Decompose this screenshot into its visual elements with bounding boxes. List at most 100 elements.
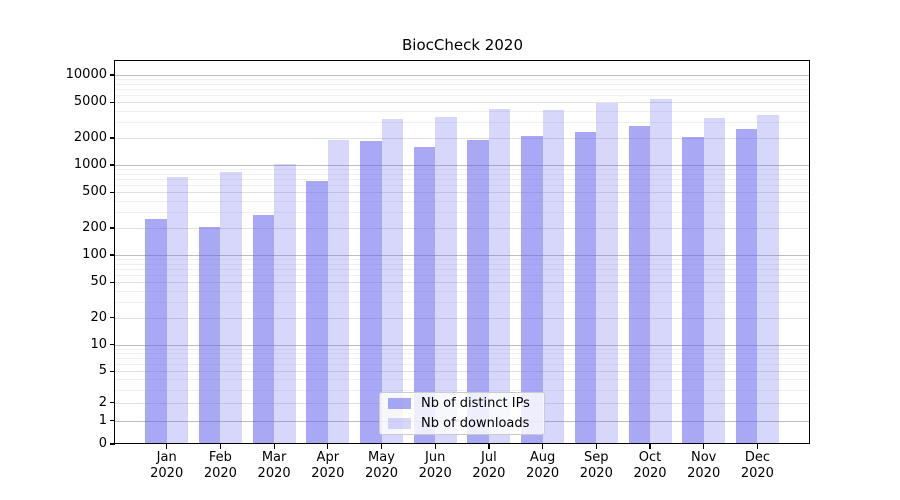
x-tick-label: Mar 2020 <box>257 450 291 481</box>
x-tick-label: Jan 2020 <box>150 450 184 481</box>
gridline <box>115 255 810 256</box>
x-tick-label: Jul 2020 <box>472 450 506 481</box>
bar-downloads <box>435 117 457 444</box>
bar-distinct-ips <box>467 140 489 444</box>
gridline <box>115 95 810 96</box>
bar-downloads <box>220 171 242 444</box>
x-tick-label: Nov 2020 <box>687 450 721 481</box>
gridline <box>115 137 810 139</box>
y-axis-tick <box>110 164 115 166</box>
x-axis-tick <box>703 444 705 449</box>
gridline <box>115 185 810 186</box>
plot-area <box>115 61 810 444</box>
x-axis-tick <box>756 444 759 449</box>
legend-row-distinct-ips: Nb of distinct IPs <box>380 395 544 412</box>
bar-distinct-ips <box>145 219 167 444</box>
legend-swatch-distinct-ips <box>388 398 411 409</box>
gridline <box>115 192 810 194</box>
gridline <box>115 169 810 171</box>
y-tick-label: 20 <box>90 309 107 325</box>
gridline <box>115 75 810 76</box>
gridline <box>115 83 810 85</box>
bar-distinct-ips <box>521 136 543 444</box>
x-axis-tick <box>380 444 383 449</box>
bar-downloads <box>381 118 403 444</box>
gridline <box>115 259 810 261</box>
x-tick-label: Dec 2020 <box>740 450 774 481</box>
y-axis-tick <box>110 370 115 372</box>
y-axis-tick <box>110 443 115 445</box>
gridline <box>115 317 810 319</box>
gridline <box>115 173 810 175</box>
y-axis-tick <box>110 74 115 76</box>
bar-downloads <box>757 114 779 444</box>
y-tick-label: 0 <box>98 436 107 451</box>
gridline <box>115 110 810 112</box>
legend-swatch-downloads <box>388 418 411 429</box>
y-axis-tick <box>110 137 115 139</box>
x-axis-tick <box>649 444 651 449</box>
x-axis-tick <box>273 444 275 449</box>
gridline <box>115 379 810 381</box>
x-axis-tick <box>327 444 329 449</box>
gridline <box>115 371 810 373</box>
gridline <box>115 102 810 104</box>
y-tick-label: 500 <box>82 184 107 200</box>
y-tick-label: 1 <box>98 412 107 428</box>
gridline <box>115 282 810 284</box>
y-axis-tick <box>110 402 115 404</box>
y-tick-label: 5000 <box>73 94 107 110</box>
gridline <box>115 178 810 180</box>
y-axis-tick <box>110 191 115 193</box>
y-tick-label: 10 <box>90 336 107 352</box>
bar-distinct-ips <box>628 126 650 444</box>
bar-downloads <box>274 164 296 444</box>
bar-distinct-ips <box>735 129 758 444</box>
x-axis-tick <box>595 444 597 449</box>
bar-distinct-ips <box>198 226 221 444</box>
bar-downloads <box>488 109 511 444</box>
x-tick-label: Feb 2020 <box>203 450 237 481</box>
x-tick-label: Apr 2020 <box>311 450 345 481</box>
y-axis-tick <box>110 101 115 103</box>
y-axis-tick <box>110 254 115 256</box>
gridline <box>115 290 810 292</box>
bar-downloads <box>650 99 672 444</box>
gridline <box>115 364 810 366</box>
bar-distinct-ips <box>574 131 597 444</box>
gridline <box>115 344 810 346</box>
bar-downloads <box>327 140 350 444</box>
bar-downloads <box>542 110 565 444</box>
x-axis-tick <box>219 444 222 449</box>
legend-label-distinct-ips: Nb of distinct IPs <box>421 396 530 411</box>
gridline <box>115 200 810 202</box>
x-axis-tick <box>166 444 168 449</box>
y-tick-label: 2000 <box>73 129 107 145</box>
y-tick-label: 200 <box>82 219 107 235</box>
gridline <box>115 79 810 81</box>
gridline <box>115 122 810 123</box>
x-tick-label: Oct 2020 <box>633 450 667 481</box>
x-tick-label: Sep 2020 <box>579 450 613 481</box>
bar-downloads <box>166 177 189 444</box>
x-tick-label: Jun 2020 <box>418 450 452 481</box>
bar-distinct-ips <box>306 180 328 444</box>
y-tick-label: 1000 <box>73 157 107 172</box>
gridline <box>115 358 810 360</box>
bar-distinct-ips <box>682 136 704 444</box>
y-axis-tick <box>110 344 115 346</box>
gridline <box>115 353 810 355</box>
bar-distinct-ips <box>252 214 275 444</box>
bar-downloads <box>703 118 726 444</box>
legend: Nb of distinct IPs Nb of downloads <box>379 392 545 435</box>
x-axis-tick <box>434 444 436 449</box>
gridline <box>115 88 810 90</box>
x-tick-label: Aug 2020 <box>526 450 560 481</box>
x-axis-tick <box>488 444 490 449</box>
gridline <box>115 212 810 213</box>
y-tick-label: 100 <box>82 247 107 262</box>
bar-distinct-ips <box>360 141 382 444</box>
gridline <box>115 302 810 303</box>
gridline <box>115 263 810 265</box>
